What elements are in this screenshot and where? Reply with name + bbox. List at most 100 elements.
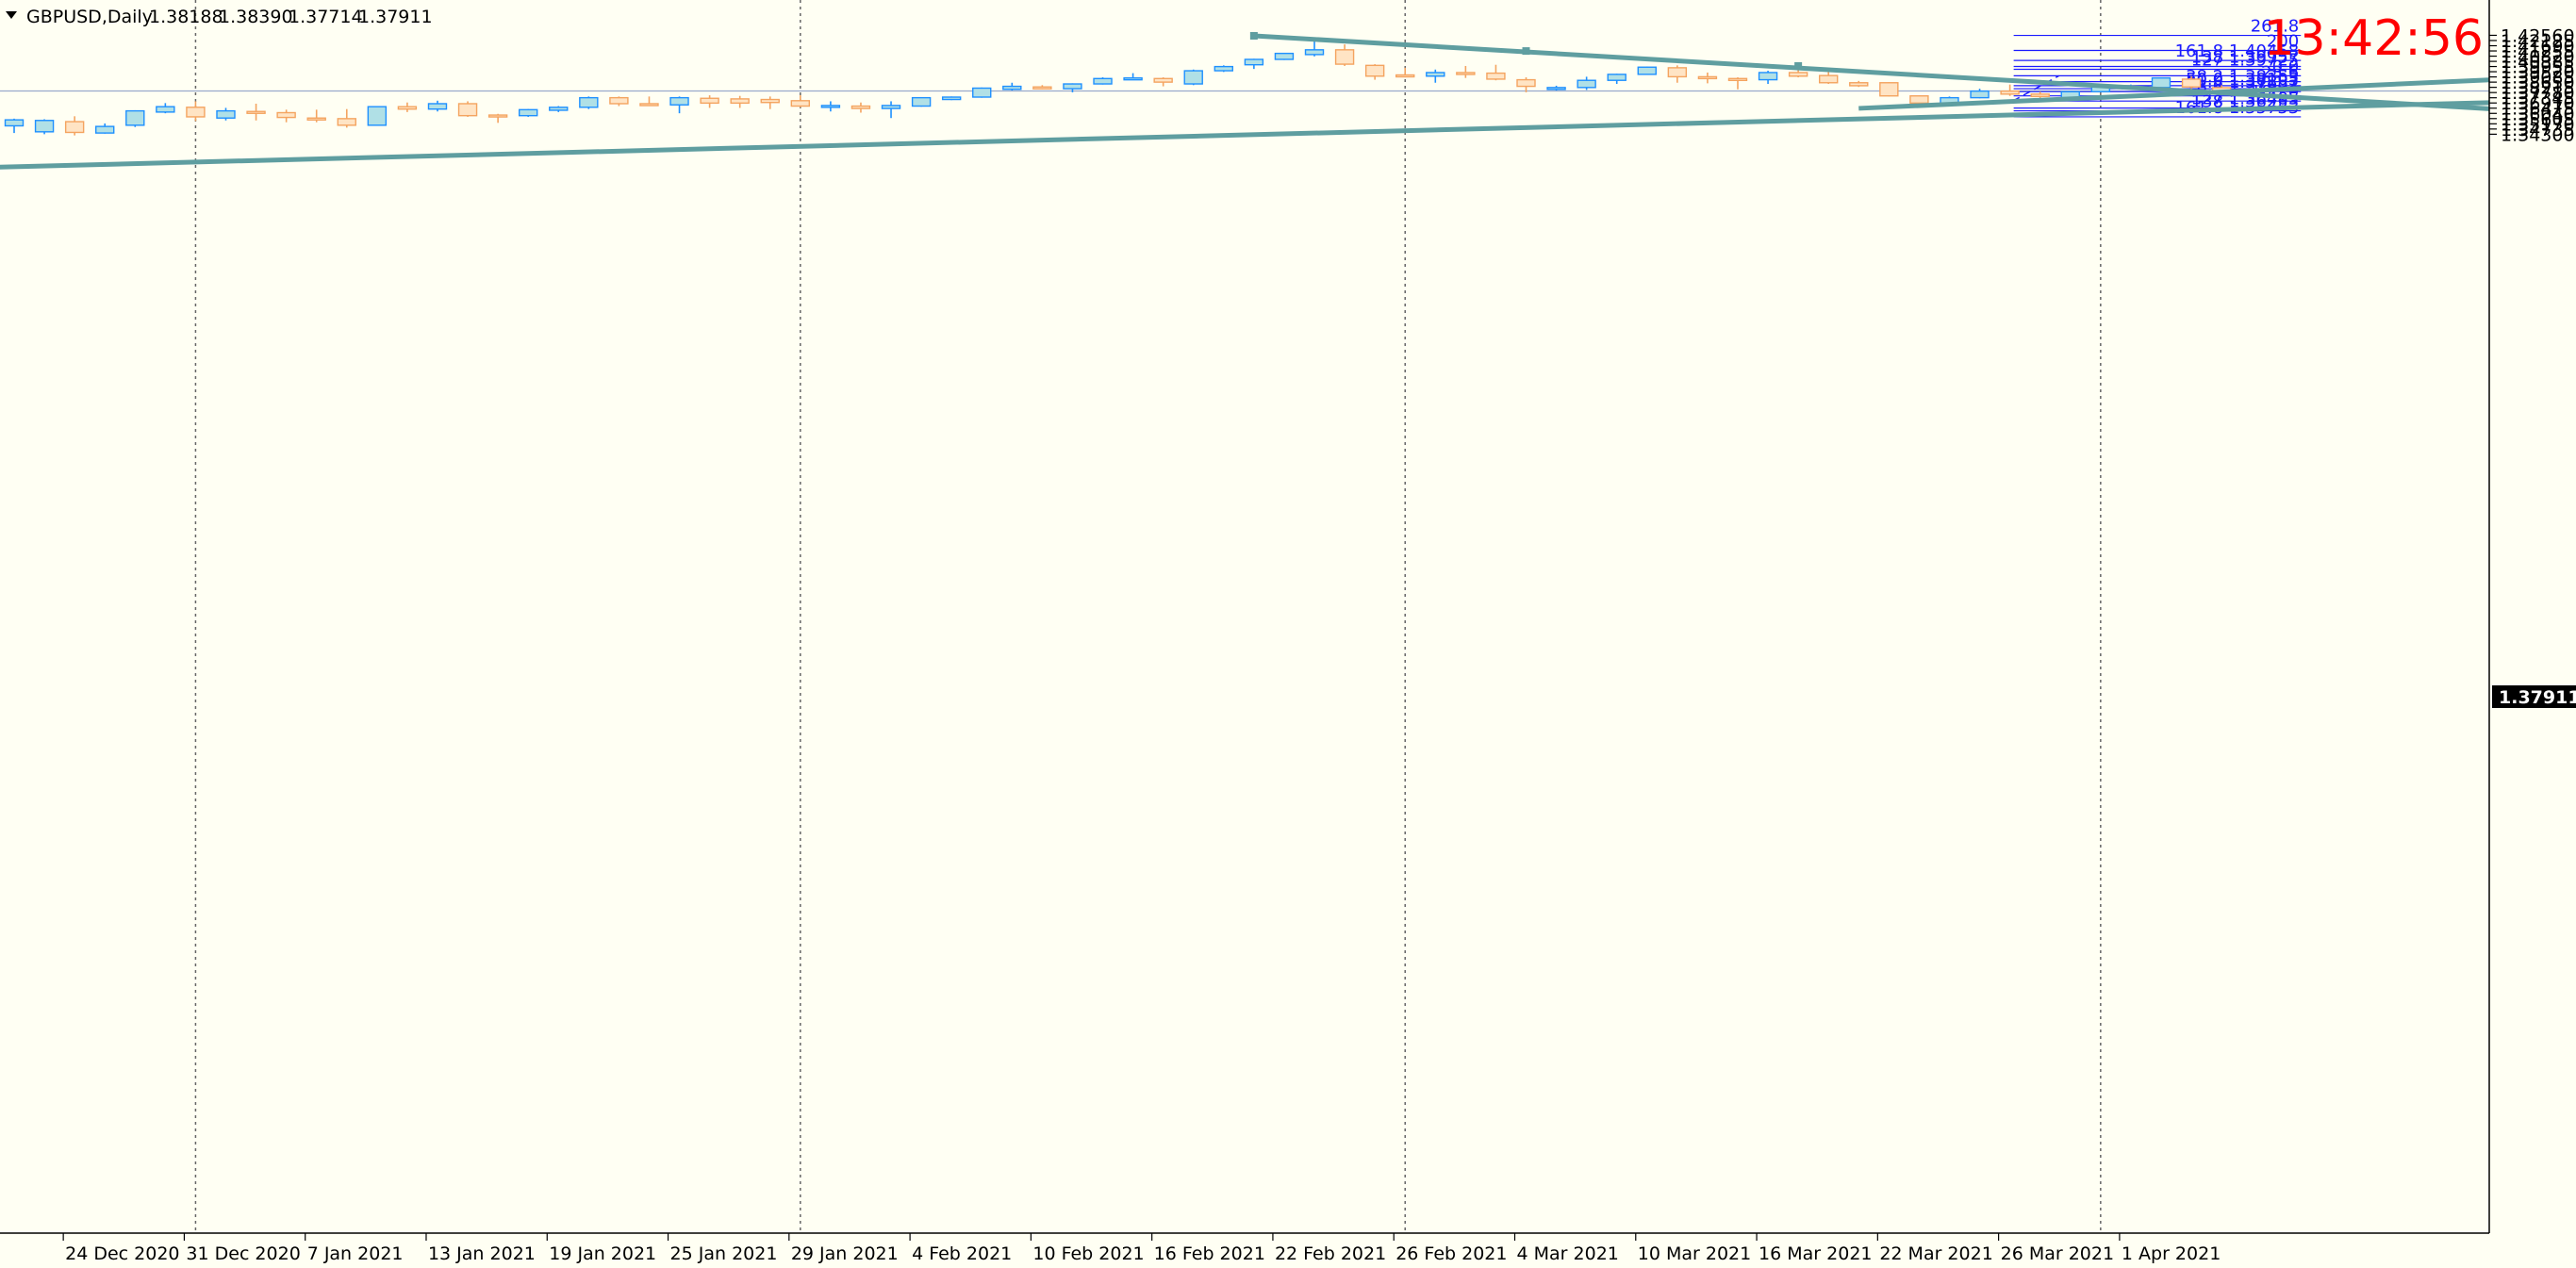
candle-body: [1818, 74, 1839, 84]
candle[interactable]: [1093, 77, 1113, 85]
fib-level-label: 50.0 1.38105: [2186, 70, 2299, 90]
candle[interactable]: [1607, 74, 1627, 85]
candle[interactable]: [367, 106, 388, 126]
candle[interactable]: [549, 106, 569, 112]
trendline-anchor[interactable]: [1522, 47, 1530, 56]
candle[interactable]: [669, 96, 689, 114]
candle[interactable]: [337, 108, 356, 128]
candle[interactable]: [1123, 73, 1143, 81]
candle[interactable]: [790, 95, 811, 107]
candle[interactable]: [487, 113, 508, 124]
dropdown-triangle-icon[interactable]: [6, 11, 17, 19]
candle[interactable]: [1516, 77, 1536, 92]
candle-body: [1758, 72, 1778, 81]
candle[interactable]: [1879, 82, 1899, 97]
candle[interactable]: [156, 103, 175, 114]
candle-body: [549, 107, 569, 111]
candle[interactable]: [1577, 76, 1596, 91]
candle[interactable]: [1546, 85, 1566, 91]
candle[interactable]: [1758, 71, 1778, 85]
candle[interactable]: [1426, 69, 1445, 83]
trendline-anchor[interactable]: [1249, 31, 1258, 40]
candle[interactable]: [1456, 65, 1476, 78]
candle[interactable]: [972, 87, 992, 98]
current-price-tag-text: 1.37911: [2499, 687, 2576, 708]
candle[interactable]: [1727, 77, 1748, 90]
candle-body: [1667, 67, 1688, 78]
candle[interactable]: [125, 109, 145, 127]
candle[interactable]: [1334, 44, 1355, 66]
candle[interactable]: [1818, 72, 1839, 85]
candle[interactable]: [911, 96, 932, 107]
candle[interactable]: [1970, 89, 1990, 99]
candle[interactable]: [457, 101, 478, 117]
candle-body: [941, 96, 962, 101]
candle[interactable]: [397, 102, 418, 112]
candle[interactable]: [850, 102, 871, 113]
candle[interactable]: [1183, 69, 1203, 86]
current-price-tag-bg: [2492, 685, 2576, 708]
fib-level-label: 161.8 1.40458: [2175, 41, 2300, 61]
candle[interactable]: [1214, 65, 1234, 73]
candle[interactable]: [579, 96, 599, 109]
candle[interactable]: [609, 96, 629, 107]
candle[interactable]: [246, 103, 266, 121]
trendline-anchor[interactable]: [1794, 61, 1803, 70]
x-tick-label: 10 Mar 2021: [1638, 1243, 1751, 1264]
candle[interactable]: [1274, 52, 1295, 60]
candle[interactable]: [1395, 67, 1415, 78]
candle[interactable]: [1364, 64, 1385, 80]
candle[interactable]: [1002, 82, 1022, 91]
candle[interactable]: [276, 109, 296, 123]
candle[interactable]: [4, 118, 25, 134]
trendlines[interactable]: [0, 31, 2490, 1233]
candle[interactable]: [1697, 72, 1718, 84]
y-tick-label: 1.38650: [2501, 73, 2575, 93]
trendline-descending-resistance[interactable]: [1253, 33, 2490, 111]
candle[interactable]: [639, 96, 659, 107]
candlesticks[interactable]: [4, 37, 2232, 136]
candle-body: [760, 98, 780, 104]
candle[interactable]: [941, 96, 962, 101]
candle[interactable]: [427, 100, 448, 112]
candle[interactable]: [700, 95, 719, 108]
candle[interactable]: [2151, 76, 2171, 89]
trendline-rising-support-upper[interactable]: [1858, 77, 2490, 111]
y-tick-label: 1.40820: [2501, 47, 2575, 68]
candle[interactable]: [1486, 64, 1506, 81]
candle[interactable]: [2000, 84, 2020, 96]
candle[interactable]: [518, 108, 538, 117]
y-tick-label: 1.36910: [2501, 93, 2575, 114]
candle[interactable]: [730, 95, 750, 108]
fib-swing-line[interactable]: [2012, 74, 2060, 102]
candle-body: [1486, 72, 1506, 80]
candle[interactable]: [306, 109, 326, 123]
candle[interactable]: [2181, 75, 2202, 90]
candle[interactable]: [760, 96, 780, 109]
candle[interactable]: [216, 107, 236, 121]
candle[interactable]: [1849, 80, 1869, 88]
candle-body: [1637, 66, 1657, 75]
candle[interactable]: [34, 119, 55, 135]
candle[interactable]: [64, 116, 85, 136]
candle[interactable]: [1153, 77, 1173, 87]
candle[interactable]: [95, 123, 115, 134]
x-tick-label: 26 Mar 2021: [2001, 1243, 2114, 1264]
candle[interactable]: [1063, 83, 1082, 92]
y-tick-label: 1.36475: [2501, 99, 2575, 120]
candle[interactable]: [881, 101, 901, 119]
candle[interactable]: [1244, 58, 1264, 70]
candle[interactable]: [1667, 65, 1688, 83]
candle[interactable]: [1032, 85, 1052, 90]
y-tick-label: 1.40385: [2501, 52, 2575, 73]
candle[interactable]: [820, 101, 841, 112]
candle[interactable]: [1637, 66, 1657, 75]
candle-body: [1093, 77, 1113, 85]
candle-body: [730, 98, 750, 105]
x-tick-label: 10 Feb 2021: [1032, 1243, 1144, 1264]
candle-body: [1214, 65, 1234, 72]
y-tick-label: 1.39520: [2501, 62, 2575, 83]
candle-body: [820, 105, 841, 108]
candle[interactable]: [186, 101, 206, 122]
